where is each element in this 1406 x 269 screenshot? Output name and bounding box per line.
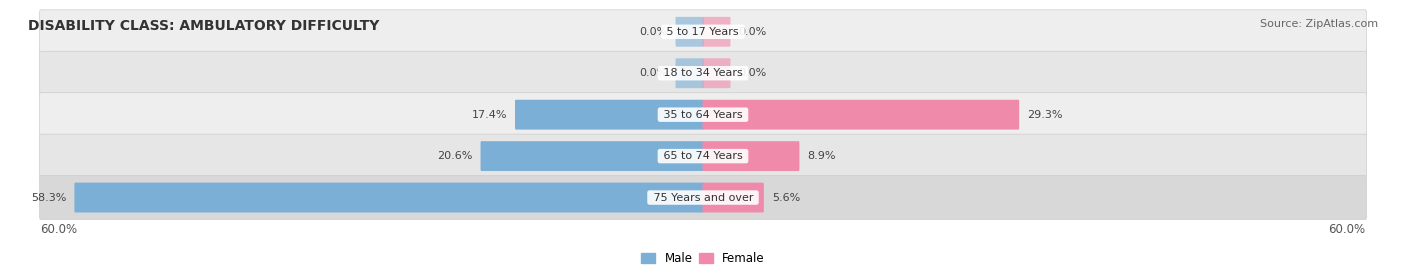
- Text: Source: ZipAtlas.com: Source: ZipAtlas.com: [1260, 19, 1378, 29]
- Text: 75 Years and over: 75 Years and over: [650, 193, 756, 203]
- Text: 65 to 74 Years: 65 to 74 Years: [659, 151, 747, 161]
- Text: 60.0%: 60.0%: [1329, 223, 1365, 236]
- FancyBboxPatch shape: [703, 141, 800, 171]
- Text: 17.4%: 17.4%: [471, 110, 508, 120]
- Text: DISABILITY CLASS: AMBULATORY DIFFICULTY: DISABILITY CLASS: AMBULATORY DIFFICULTY: [28, 19, 380, 33]
- FancyBboxPatch shape: [703, 58, 731, 88]
- Legend: Male, Female: Male, Female: [637, 247, 769, 269]
- FancyBboxPatch shape: [75, 183, 703, 213]
- Text: 18 to 34 Years: 18 to 34 Years: [659, 68, 747, 78]
- Text: 0.0%: 0.0%: [640, 68, 668, 78]
- FancyBboxPatch shape: [703, 183, 763, 213]
- FancyBboxPatch shape: [39, 93, 1367, 137]
- Text: 5.6%: 5.6%: [772, 193, 800, 203]
- Text: 35 to 64 Years: 35 to 64 Years: [659, 110, 747, 120]
- Text: 0.0%: 0.0%: [738, 27, 766, 37]
- Text: 58.3%: 58.3%: [31, 193, 66, 203]
- Text: 20.6%: 20.6%: [437, 151, 472, 161]
- Text: 0.0%: 0.0%: [738, 68, 766, 78]
- FancyBboxPatch shape: [675, 17, 703, 47]
- FancyBboxPatch shape: [39, 51, 1367, 95]
- FancyBboxPatch shape: [481, 141, 703, 171]
- FancyBboxPatch shape: [39, 176, 1367, 220]
- FancyBboxPatch shape: [39, 10, 1367, 54]
- FancyBboxPatch shape: [39, 134, 1367, 178]
- FancyBboxPatch shape: [675, 58, 703, 88]
- FancyBboxPatch shape: [515, 100, 703, 130]
- Text: 8.9%: 8.9%: [807, 151, 837, 161]
- Text: 5 to 17 Years: 5 to 17 Years: [664, 27, 742, 37]
- Text: 60.0%: 60.0%: [41, 223, 77, 236]
- FancyBboxPatch shape: [703, 17, 731, 47]
- FancyBboxPatch shape: [703, 100, 1019, 130]
- Text: 0.0%: 0.0%: [640, 27, 668, 37]
- Text: 29.3%: 29.3%: [1028, 110, 1063, 120]
